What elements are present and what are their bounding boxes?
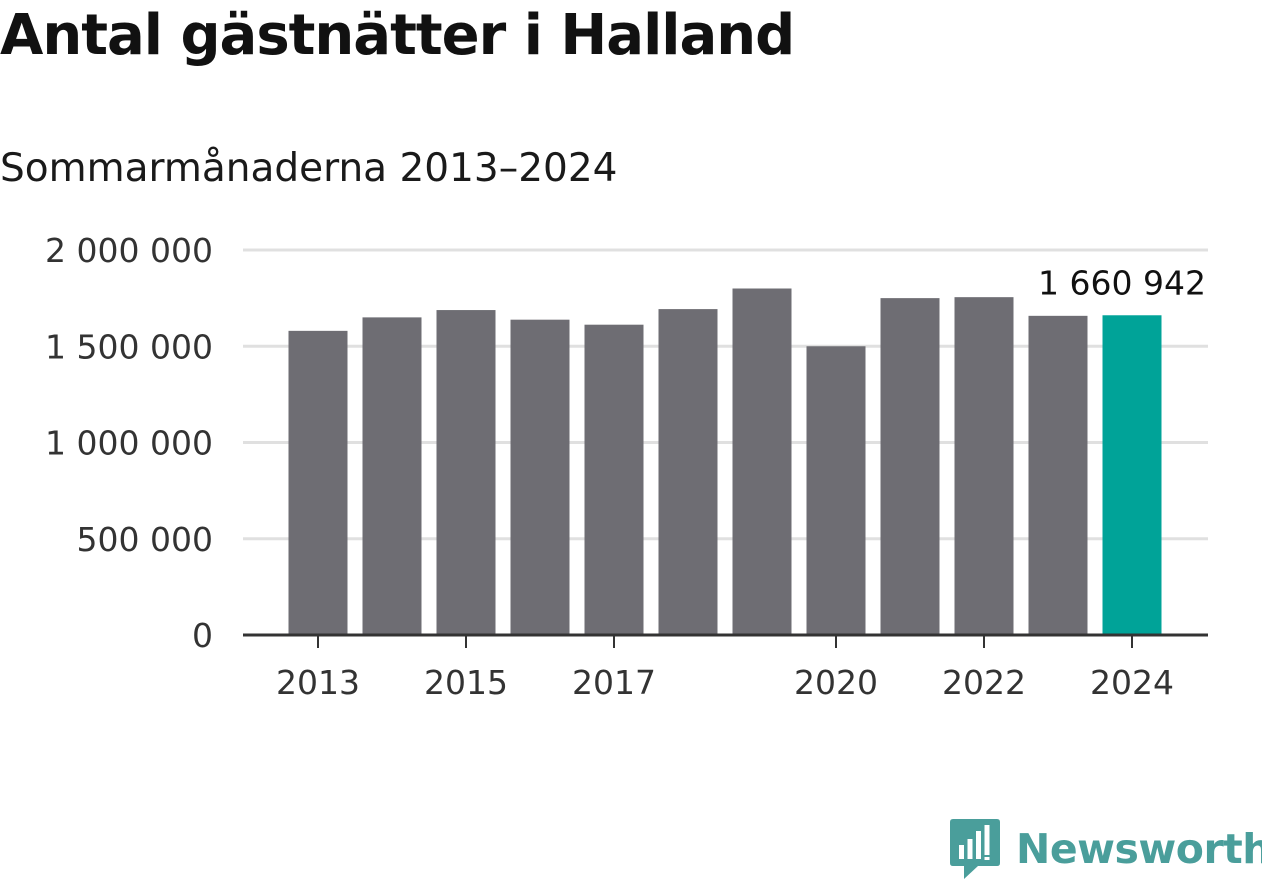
x-tick-label: 2020 xyxy=(794,663,878,702)
bar-2021 xyxy=(880,298,940,635)
bar-2020 xyxy=(806,346,866,635)
chart-title: Antal gästnätter i Halland xyxy=(0,3,795,68)
value-annotation: 1 660 942 xyxy=(1038,263,1206,302)
bar-2022 xyxy=(954,297,1014,635)
x-tick-label: 2024 xyxy=(1090,663,1174,702)
newsworthy-logo-icon xyxy=(950,819,1000,879)
y-tick-label: 1 000 000 xyxy=(45,424,213,463)
bar-2023 xyxy=(1028,315,1088,635)
x-tick-label: 2013 xyxy=(276,663,360,702)
y-tick-label: 1 500 000 xyxy=(45,327,213,366)
bar-2019 xyxy=(732,288,792,635)
bar-2018 xyxy=(658,309,718,635)
brand-logo: Newsworthy xyxy=(950,818,1262,880)
chart-subtitle: Sommarmånaderna 2013–2024 xyxy=(0,146,618,191)
y-tick-label: 2 000 000 xyxy=(45,231,213,270)
bar-2017 xyxy=(584,324,644,635)
bar-2013 xyxy=(288,330,348,635)
y-tick-label: 0 xyxy=(192,616,213,655)
bar-2024 xyxy=(1102,315,1162,635)
bar-2016 xyxy=(510,319,570,635)
bar-2014 xyxy=(362,317,422,635)
bar-2015 xyxy=(436,310,496,635)
x-tick-label: 2015 xyxy=(424,663,508,702)
y-tick-label: 500 000 xyxy=(77,520,213,559)
brand-name: Newsworthy xyxy=(1016,825,1262,873)
bar-chart: 0 500 000 1 000 000 1 500 000 2 000 000 2013 2… xyxy=(45,231,1208,702)
x-tick-label: 2022 xyxy=(942,663,1026,702)
x-tick-label: 2017 xyxy=(572,663,656,702)
